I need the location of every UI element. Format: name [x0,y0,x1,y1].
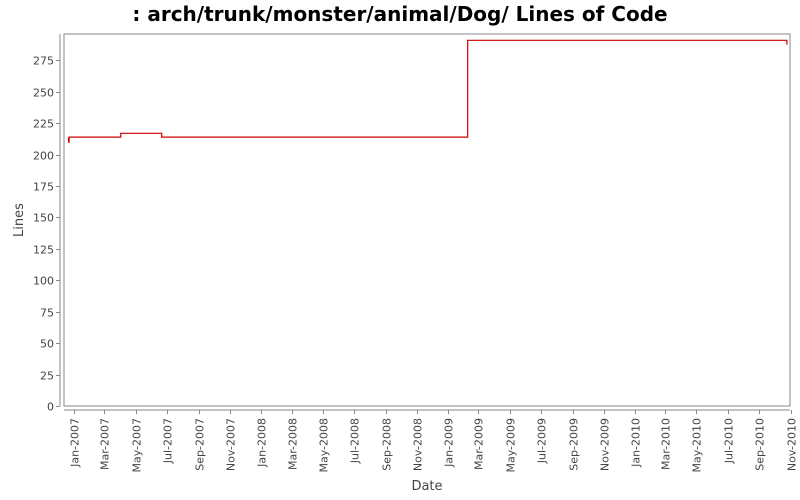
x-tick-label: May-2010 [691,418,704,473]
data-point [161,136,163,138]
x-tick-label: Jan-2008 [256,418,269,468]
y-tick-label: 200 [33,150,54,163]
x-tick-label: Jul-2007 [162,418,175,464]
x-tick-label: Jul-2008 [349,418,362,464]
y-tick-label: 100 [33,275,54,288]
x-axis: Jan-2007 Mar-2007 May-2007 Jul-2007 Sep-2007… [64,409,799,473]
x-tick-label: Nov-2007 [225,418,238,471]
y-tick-label: 125 [33,244,54,257]
y-tick-label: 250 [33,87,54,100]
x-tick-label: Mar-2007 [99,418,112,470]
x-tick-label: Nov-2008 [412,418,425,471]
data-point [68,136,70,138]
chart-title: : arch/trunk/monster/animal/Dog/ Lines o… [132,2,668,26]
y-tick-label: 150 [33,212,54,225]
y-axis: 0 25 50 75 100 125 150 175 200 225 250 275 [33,34,61,414]
x-tick-label: Nov-2009 [599,418,612,471]
x-tick-label: Sep-2010 [754,418,767,471]
data-point [786,43,788,45]
x-tick-label: May-2008 [318,418,331,473]
x-tick-label: Sep-2009 [568,418,581,471]
y-tick-label: 175 [33,181,54,194]
x-tick-label: Jan-2009 [443,418,456,468]
series-layer [67,39,788,143]
x-tick-label: Jan-2007 [69,418,82,468]
y-tick-label: 225 [33,118,54,131]
x-tick-label: May-2007 [131,418,144,473]
x-axis-label: Date [411,479,442,494]
x-tick-label: Mar-2010 [660,418,673,470]
x-tick-label: May-2009 [505,418,518,473]
y-tick-label: 0 [47,401,54,414]
x-tick-label: Sep-2008 [381,418,394,471]
y-tick-label: 75 [40,307,54,320]
plot-area [63,33,791,407]
x-tick-label: Jul-2009 [536,418,549,464]
data-point [120,132,122,134]
y-tick-label: 50 [40,338,54,351]
y-tick-label: 275 [33,55,54,68]
y-tick-label: 25 [40,370,54,383]
x-tick-label: Nov-2010 [786,418,799,471]
x-tick-label: Mar-2008 [287,418,300,470]
x-tick-label: Mar-2009 [473,418,486,470]
x-tick-label: Sep-2007 [194,418,207,471]
data-point [67,137,69,139]
x-tick-label: Jul-2010 [723,418,736,464]
data-point [467,39,469,41]
data-point [68,141,70,143]
x-tick-label: Jan-2010 [630,418,643,468]
y-axis-label: Lines [12,203,27,237]
